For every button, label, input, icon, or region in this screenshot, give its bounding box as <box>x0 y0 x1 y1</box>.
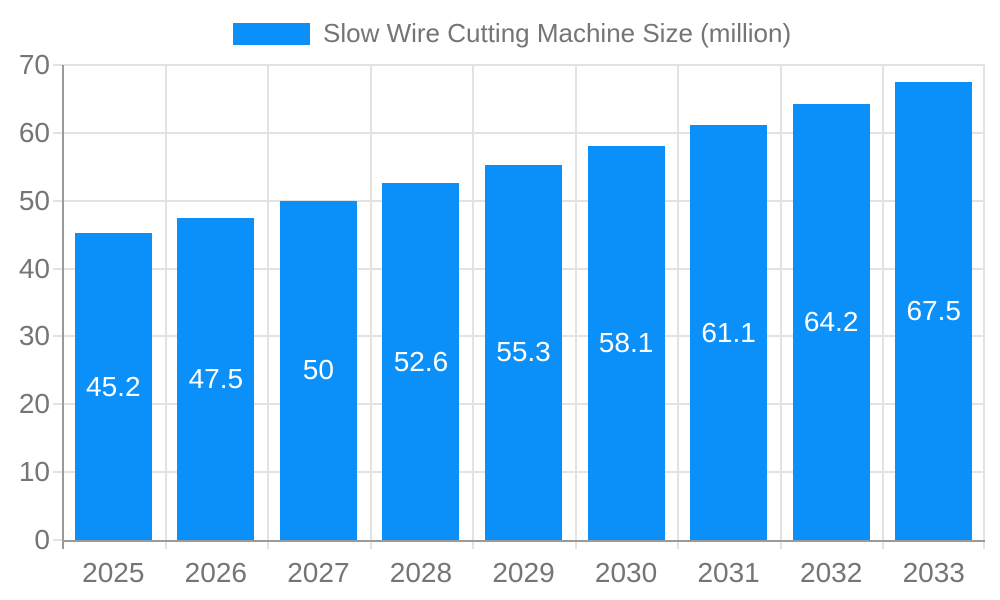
y-tick-label: 50 <box>18 184 50 216</box>
bar-2033[interactable]: 67.5 <box>895 81 973 540</box>
legend-item[interactable]: Slow Wire Cutting Machine Size (million) <box>233 18 791 49</box>
bar-value-label: 45.2 <box>86 370 141 402</box>
plot-area: 0 10 20 30 40 50 60 70 45.2 2025 47.5 2026 50 2027 52.… <box>19 49 985 588</box>
bar-value-label: 47.5 <box>188 362 244 394</box>
y-tick-label: 0 <box>34 524 50 555</box>
bar-2028[interactable]: 52.6 <box>382 183 460 540</box>
gridline-vertical <box>472 65 475 540</box>
x-tick-mark <box>267 540 270 549</box>
x-axis-line <box>62 540 985 542</box>
bar-2026[interactable]: 47.5 <box>177 217 255 540</box>
x-tick-label: 2025 <box>82 557 145 588</box>
x-tick-label: 2033 <box>902 557 965 588</box>
gridline-horizontal <box>62 131 985 134</box>
y-tick-mark <box>53 64 62 66</box>
y-tick-mark <box>53 539 62 541</box>
gridline-vertical <box>779 65 782 540</box>
gridline-horizontal <box>62 64 985 66</box>
x-tick-mark <box>882 540 885 549</box>
y-tick-mark <box>53 403 62 406</box>
x-tick-label: 2031 <box>697 557 760 588</box>
y-tick-label: 20 <box>18 388 50 420</box>
y-tick-label: 70 <box>18 49 50 80</box>
gridline-vertical <box>677 65 680 540</box>
x-tick-mark <box>164 540 167 549</box>
y-tick-mark <box>53 335 62 338</box>
gridline-vertical <box>882 65 885 540</box>
y-tick-mark <box>53 199 62 202</box>
bar-2030[interactable]: 58.1 <box>587 145 665 540</box>
x-tick-label: 2027 <box>287 557 350 588</box>
y-tick-mark <box>53 131 62 134</box>
bar-value-label: 55.3 <box>496 336 551 368</box>
y-axis-line <box>62 65 64 549</box>
gridline-vertical <box>369 65 372 540</box>
bar-value-label: 58.1 <box>598 326 654 358</box>
bar-value-label: 52.6 <box>393 345 449 377</box>
bar-value-label: 67.5 <box>906 294 961 326</box>
bar-2025[interactable]: 45.2 <box>74 233 152 540</box>
x-tick-mark <box>677 540 680 549</box>
x-tick-label: 2030 <box>594 557 658 588</box>
y-tick-mark <box>53 471 62 474</box>
bar-2031[interactable]: 61.1 <box>690 125 768 540</box>
bar-2027[interactable]: 50 <box>279 200 357 540</box>
x-tick-label: 2028 <box>389 557 453 588</box>
x-tick-label: 2029 <box>492 557 555 588</box>
legend-label: Slow Wire Cutting Machine Size (million) <box>323 18 792 48</box>
bar-2029[interactable]: 55.3 <box>485 164 562 540</box>
x-tick-label: 2026 <box>184 557 247 588</box>
gridline-vertical <box>983 65 985 540</box>
bar-value-label: 61.1 <box>701 316 756 348</box>
x-tick-mark <box>472 540 475 549</box>
y-tick-label: 10 <box>18 456 50 488</box>
gridline-vertical <box>267 65 270 540</box>
y-tick-label: 40 <box>18 252 50 284</box>
y-tick-label: 60 <box>18 116 50 148</box>
x-tick-mark <box>369 540 372 549</box>
bar-value-label: 50 <box>302 354 334 386</box>
x-tick-label: 2032 <box>800 557 863 588</box>
legend-swatch <box>233 22 310 45</box>
bar-value-label: 64.2 <box>803 306 859 338</box>
gridline-vertical <box>164 65 167 540</box>
y-tick-label: 30 <box>18 320 50 352</box>
x-tick-mark <box>983 540 985 549</box>
bar-2032[interactable]: 64.2 <box>792 104 870 540</box>
y-tick-mark <box>53 267 62 270</box>
x-tick-mark <box>574 540 577 549</box>
x-tick-mark <box>779 540 782 549</box>
gridline-vertical <box>574 65 577 540</box>
